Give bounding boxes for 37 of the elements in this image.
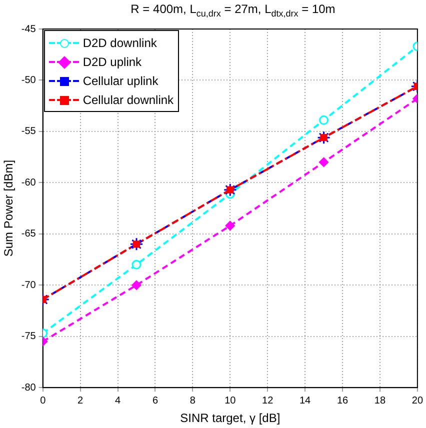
point [320, 134, 328, 142]
y-tick-label: -45 [21, 24, 36, 35]
chart-title: R = 400m, L$_{cu,drx}$ = 27m, L$_{dtx,drx}$ = 10m [130, 2, 336, 18]
x-tick-label: 6 [152, 395, 158, 406]
point [225, 220, 235, 230]
point [132, 260, 142, 270]
x-tick-label: 12 [262, 395, 274, 406]
x-tick-label: 0 [40, 395, 46, 406]
point [317, 130, 331, 144]
x-tick-label: 16 [336, 395, 349, 406]
y-tick-label: -65 [21, 228, 36, 240]
point [319, 115, 329, 125]
legend-label: Cellular downlink [82, 92, 174, 106]
x-tick-label: 14 [300, 395, 312, 406]
x-tick-label: 18 [374, 395, 386, 406]
y-tick-label: -60 [21, 177, 36, 188]
x-axis-title: SINR target, γ [dB] [180, 411, 280, 426]
x-tick-label: 20 [412, 395, 424, 406]
y-tick-label: -55 [21, 126, 36, 138]
x-tick-label: 4 [114, 395, 121, 406]
y-tick-label: -70 [21, 280, 36, 291]
point [132, 280, 142, 290]
point [226, 186, 234, 194]
y-tick-label: -80 [21, 382, 36, 394]
y-axis-title: Sum Power [dBm] [2, 160, 16, 257]
legend-label: D2D downlink [82, 36, 157, 50]
point [319, 157, 329, 167]
y-tick-label: -50 [21, 74, 36, 86]
x-tick-label: 10 [224, 395, 236, 406]
y-tick-label: -75 [21, 331, 36, 342]
point [132, 240, 140, 248]
legend-label: D2D uplink [82, 54, 142, 68]
point [223, 183, 237, 197]
x-tick-label: 8 [190, 395, 196, 406]
legend-label: Cellular uplink [82, 74, 158, 88]
x-tick-label: 2 [78, 395, 84, 406]
point [130, 237, 144, 251]
